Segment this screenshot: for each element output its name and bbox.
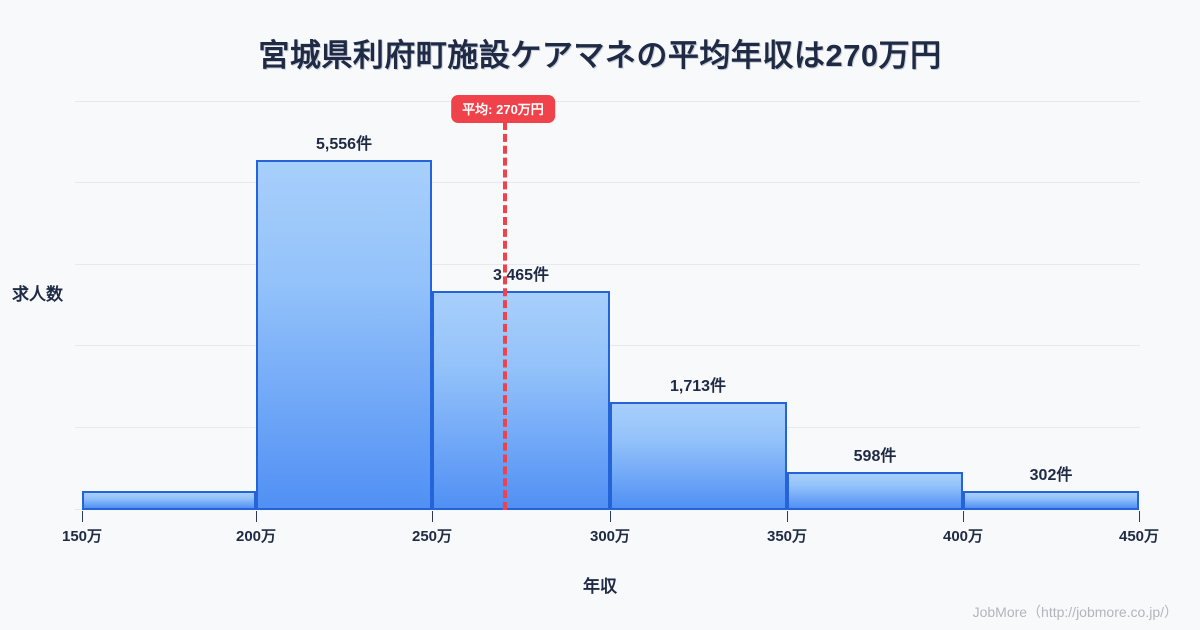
- bar-value-label: 3,465件: [492, 267, 550, 284]
- x-tick-label: 200万: [235, 528, 277, 545]
- histogram-bar: [963, 491, 1139, 510]
- x-tick-mark: [610, 511, 611, 522]
- x-tick-label: 250万: [411, 528, 453, 545]
- x-tick-mark: [256, 511, 257, 522]
- histogram-bar: [82, 491, 256, 510]
- histogram-bar: [610, 402, 787, 510]
- x-tick-label: 400万: [942, 528, 984, 545]
- x-tick-mark: [432, 511, 433, 522]
- histogram-bar: [787, 472, 963, 510]
- average-badge: 平均: 270万円: [451, 95, 555, 123]
- x-tick-label: 300万: [589, 528, 631, 545]
- bar-value-label: 302件: [1029, 467, 1073, 484]
- histogram-bar: [432, 291, 610, 510]
- x-tick-mark: [787, 511, 788, 522]
- gridline: [75, 101, 1140, 102]
- gridline: [75, 182, 1140, 183]
- bar-value-label: 5,556件: [315, 136, 373, 153]
- page-title: 宮城県利府町施設ケアマネの平均年収は270万円: [258, 38, 942, 73]
- plot-area: 5,556件 3,465件 1,713件 598件 302件 平均: 270万円: [75, 95, 1140, 510]
- x-tick-label: 150万: [61, 528, 103, 545]
- x-axis: 150万 200万 250万 300万 350万 400万 450万: [62, 511, 1159, 551]
- average-line: [503, 122, 507, 510]
- bar-value-label: 598件: [853, 448, 897, 465]
- histogram-bar: [256, 160, 432, 510]
- x-tick-label: 450万: [1118, 528, 1160, 545]
- y-axis-title: 求人数: [12, 285, 63, 304]
- bar-value-label: 1,713件: [669, 378, 727, 395]
- x-axis-title: 年収: [583, 577, 617, 596]
- gridline: [75, 264, 1140, 265]
- footer-watermark: JobMore（http://jobmore.co.jp/）: [972, 604, 1178, 620]
- x-tick-mark: [963, 511, 964, 522]
- x-tick-label: 350万: [766, 528, 808, 545]
- x-tick-mark: [82, 511, 83, 522]
- x-tick-mark: [1139, 511, 1140, 522]
